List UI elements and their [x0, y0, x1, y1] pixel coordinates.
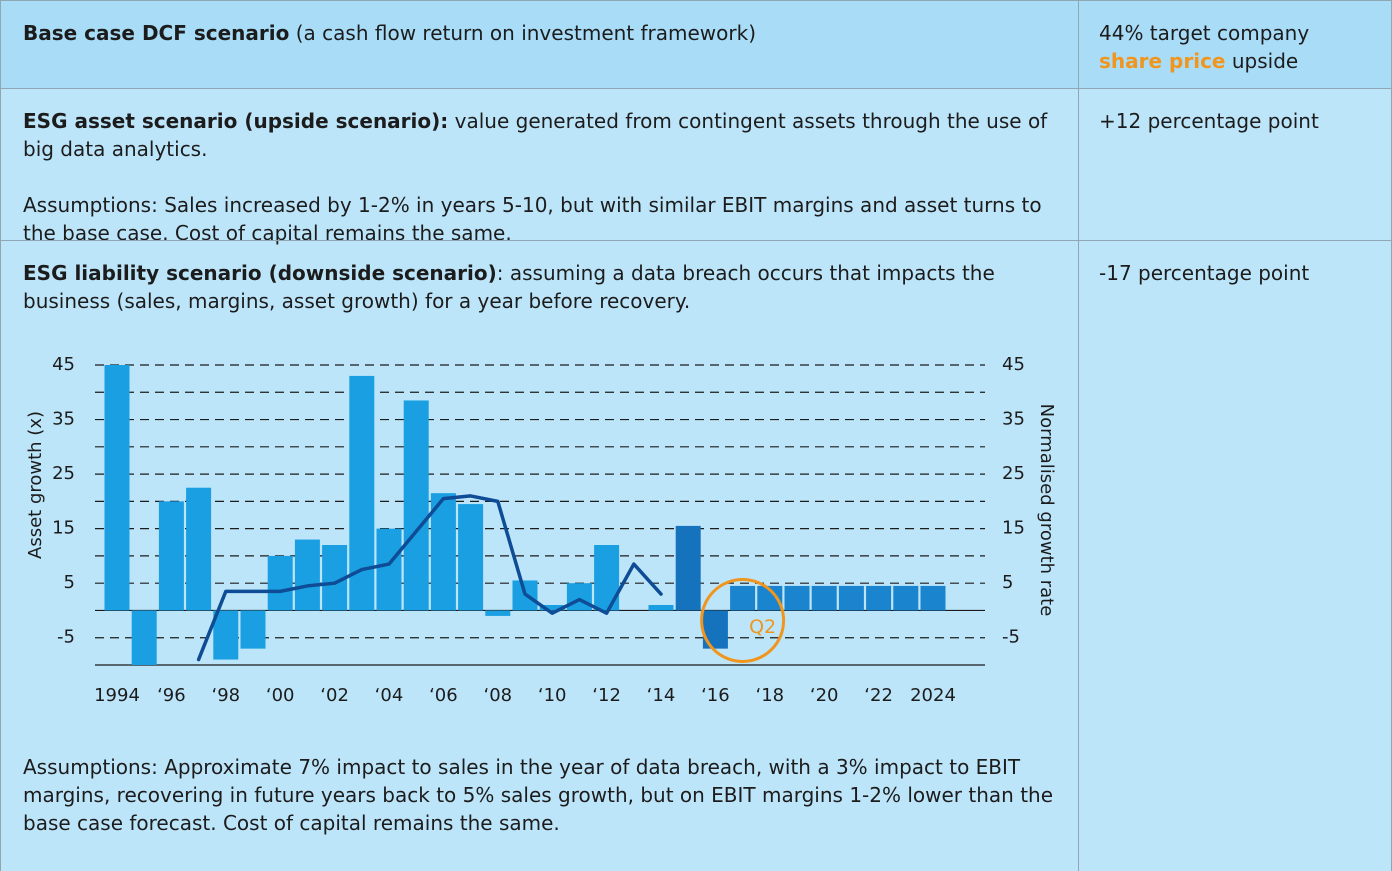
- highlight: share price: [1099, 49, 1226, 73]
- row-2-left: ESG asset scenario (upside scenario): va…: [0, 88, 1079, 245]
- row-3-left: ESG liability scenario (downside scenari…: [0, 240, 1079, 871]
- bar: [784, 585, 810, 611]
- x-tick-label: ‘98: [211, 685, 240, 706]
- bar: [376, 528, 402, 611]
- y2-tick-label: 35: [1002, 409, 1025, 430]
- bar: [267, 555, 293, 611]
- impact: +12 percentage point: [1099, 109, 1319, 133]
- x-tick-label: ‘16: [701, 685, 730, 706]
- x-tick-label: ‘18: [755, 685, 784, 706]
- bar: [403, 400, 429, 611]
- y-tick-label: 35: [52, 409, 75, 430]
- annotation-circle: [700, 577, 786, 663]
- impact: 44% target company: [1099, 21, 1310, 45]
- x-tick-label: ‘08: [483, 685, 512, 706]
- y2-tick-label: -5: [1002, 627, 1020, 648]
- heading: Base case DCF scenario: [23, 21, 290, 45]
- bar: [893, 585, 919, 611]
- impact: upside: [1231, 49, 1299, 73]
- bar: [240, 610, 266, 649]
- line: [196, 494, 663, 662]
- y-tick-label: 25: [52, 463, 75, 484]
- x-tick-label: ‘04: [375, 685, 404, 706]
- row-3-right: -17 percentage point: [1078, 240, 1392, 871]
- x-tick-label: ‘10: [538, 685, 567, 706]
- x-tick-label: ‘22: [864, 685, 893, 706]
- y2-tick-label: 15: [1002, 518, 1025, 539]
- assumptions: Assumptions: Sales increased by 1-2% in …: [23, 193, 1042, 245]
- text: (a cash flow return on investment framew…: [295, 21, 757, 45]
- text: value generated from contingent assets t…: [23, 109, 1048, 161]
- x-tick-label: ‘96: [157, 685, 186, 706]
- y2-axis-label: Normalised growth rate: [1036, 404, 1057, 617]
- row-1-right: 44% target company share price upside: [1078, 0, 1392, 89]
- x-tick-label: ‘06: [429, 685, 458, 706]
- y-tick-label: -5: [57, 627, 75, 648]
- row-2-right: +12 percentage point: [1078, 88, 1392, 241]
- bar: [186, 487, 212, 611]
- bar: [811, 585, 837, 611]
- bar: [458, 504, 484, 611]
- assumptions: Assumptions: Approximate 7% impact to sa…: [23, 755, 1054, 835]
- impact: -17 percentage point: [1099, 261, 1310, 285]
- y2-tick-label: 25: [1002, 463, 1025, 484]
- chart: -5 5 15 25 35 45 -5 5 15 25 35 45 Asset growth (x) No…: [25, 354, 1057, 706]
- x-tick-label: ‘20: [810, 685, 839, 706]
- y2-tick-label: 45: [1002, 354, 1025, 375]
- y-tick-label: 45: [52, 354, 75, 375]
- x-tick-label: ‘00: [266, 685, 295, 706]
- x-tick-label: ‘02: [320, 685, 349, 706]
- bar: [430, 493, 456, 611]
- x-tick-label: 2024: [910, 685, 956, 706]
- y2-tick-label: 5: [1002, 572, 1013, 593]
- bar: [485, 610, 511, 616]
- bar: [866, 585, 892, 611]
- bar: [566, 583, 592, 611]
- bar: [675, 525, 701, 611]
- y-axis-label: Asset growth (x): [25, 411, 46, 559]
- bar: [838, 585, 864, 611]
- bar: [158, 501, 184, 611]
- bar: [648, 605, 674, 611]
- bar: [920, 585, 946, 611]
- y-tick-label: 5: [64, 572, 75, 593]
- bar: [213, 610, 239, 660]
- text: : assuming a data breach occurs that imp…: [23, 261, 995, 313]
- bar: [730, 585, 756, 611]
- bar: [131, 610, 157, 665]
- annotation-label: Q2: [749, 616, 776, 638]
- bar: [539, 605, 565, 611]
- heading: ESG liability scenario (downside scenari…: [23, 261, 497, 285]
- y-tick-label: 15: [52, 518, 75, 539]
- row-1-left: Base case DCF scenario (a cash flow retu…: [0, 0, 1079, 89]
- bar: [294, 539, 320, 611]
- bar: [104, 365, 130, 611]
- x-tick-label: 1994: [94, 685, 140, 706]
- x-tick-label: ‘14: [647, 685, 676, 706]
- heading: ESG asset scenario (upside scenario):: [23, 109, 449, 133]
- x-tick-label: ‘12: [592, 685, 621, 706]
